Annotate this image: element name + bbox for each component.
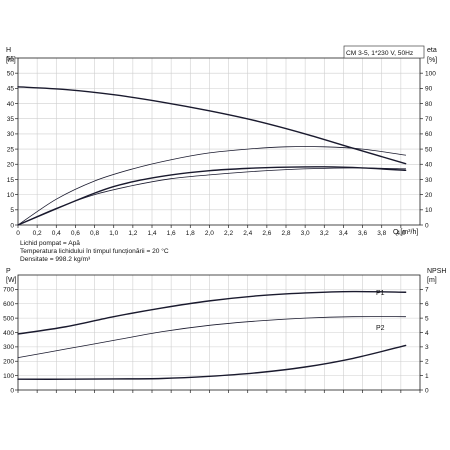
left-tick-label: 20 <box>7 162 15 169</box>
right-tick-label: 10 <box>425 207 433 214</box>
x-tick-label: 3,4 <box>339 230 348 237</box>
axis-titles: H [m] eta [%] Q [m³/h] P [W] NPSH [m] <box>6 47 446 284</box>
left-tick-label: 100 <box>3 373 14 380</box>
power-npsh-chart: 0 100 200 300 400 500 600 700 0 1 2 3 4 5 6 7 <box>3 274 429 394</box>
x-tick-label: 3,0 <box>301 230 310 237</box>
right-tick-label: 80 <box>425 101 433 108</box>
left-tick-label: 0 <box>10 222 14 229</box>
series-line-0-2 <box>17 166 407 226</box>
fluid-line-2: Temperatura lichidului în timpul funcțio… <box>20 247 169 255</box>
top-right-axis-title: eta <box>427 47 437 54</box>
left-tick-label: 30 <box>7 131 15 138</box>
x-tick-label: 4,0 <box>396 230 405 237</box>
series-line-1-2 <box>17 344 407 380</box>
series-label-p2: P2 <box>376 325 385 332</box>
x-tick-label: 1,2 <box>128 230 137 237</box>
series-labels: P1 P2 <box>376 290 385 332</box>
x-tick-label: 2,0 <box>205 230 214 237</box>
x-tick-label: 3,8 <box>377 230 386 237</box>
left-tick-label: 700 <box>3 287 14 294</box>
fluid-info: Lichid pompat = Apă Temperatura lichidul… <box>20 240 169 263</box>
right-tick-label: 2 <box>425 359 429 366</box>
right-tick-label: 5 <box>425 315 429 322</box>
x-tick-label: 0,6 <box>71 230 80 237</box>
bottom-right-axis-unit: [m] <box>427 277 437 284</box>
right-tick-label: 3 <box>425 344 429 351</box>
right-tick-label: 6 <box>425 301 429 308</box>
x-tick-label: 0,2 <box>33 230 42 237</box>
left-tick-label: 5 <box>10 207 14 214</box>
left-tick-label: 35 <box>7 116 15 123</box>
x-tick-label: 1,6 <box>167 230 176 237</box>
left-tick-label: 300 <box>3 344 14 351</box>
x-tick-label: 3,6 <box>358 230 367 237</box>
right-tick-label: 20 <box>425 192 433 199</box>
top-x-axis-title: Q [m³/h] <box>393 229 418 236</box>
right-tick-label: 100 <box>425 70 436 77</box>
series-line-1-0 <box>17 290 407 335</box>
fluid-line-3: Densitate = 998.2 kg/m³ <box>20 256 91 263</box>
left-tick-label: 10 <box>7 192 15 199</box>
series-label-p1: P1 <box>376 290 385 297</box>
top-left-axis-unit: [m] <box>6 57 16 64</box>
right-tick-label: 50 <box>425 146 433 153</box>
left-tick-label: 45 <box>7 86 15 93</box>
right-tick-label: 1 <box>425 373 429 380</box>
x-tick-label: 1,4 <box>147 230 156 237</box>
left-tick-label: 500 <box>3 315 14 322</box>
fluid-line-1: Lichid pompat = Apă <box>20 240 80 247</box>
right-tick-label: 0 <box>425 387 429 394</box>
right-tick-label: 7 <box>425 287 429 294</box>
bottom-left-axis-unit: [W] <box>6 277 17 284</box>
x-tick-label: 2,6 <box>262 230 271 237</box>
model-label-frame <box>343 45 425 59</box>
bottom-right-axis-title: NPSH <box>427 268 446 275</box>
series-line-0-1 <box>17 146 407 226</box>
x-tick-label: 2,2 <box>224 230 233 237</box>
left-tick-label: 55 <box>7 55 15 62</box>
x-tick-label: 1,8 <box>186 230 195 237</box>
right-tick-label: 40 <box>425 162 433 169</box>
left-tick-label: 200 <box>3 359 14 366</box>
right-tick-label: 70 <box>425 116 433 123</box>
series-line-1-1 <box>17 316 407 359</box>
top-right-axis-unit: [%] <box>427 57 437 64</box>
right-tick-label: 4 <box>425 330 429 337</box>
left-tick-label: 25 <box>7 146 15 153</box>
top-left-axis-title: H <box>6 47 11 54</box>
left-tick-label: 15 <box>7 177 15 184</box>
model-label: CM 3-5, 1*230 V, 50Hz <box>346 50 413 57</box>
x-tick-label: 0 <box>16 230 20 237</box>
left-tick-label: 600 <box>3 301 14 308</box>
series-line-0-3 <box>17 167 407 226</box>
x-tick-label: 3,2 <box>320 230 329 237</box>
series-line-0-0 <box>17 86 407 165</box>
head-efficiency-chart: 0 5 10 15 20 25 30 35 40 45 50 55 0 10 20 30 40 50 60 70 80 9… <box>7 55 436 237</box>
x-tick-label: 0,8 <box>90 230 99 237</box>
right-tick-label: 30 <box>425 177 433 184</box>
right-tick-label: 90 <box>425 86 433 93</box>
bottom-left-axis-title: P <box>6 268 11 275</box>
right-tick-label: 60 <box>425 131 433 138</box>
x-tick-label: 2,4 <box>243 230 252 237</box>
right-tick-label: 0 <box>425 222 429 229</box>
left-tick-label: 50 <box>7 70 15 77</box>
x-tick-label: 0,4 <box>52 230 61 237</box>
left-tick-label: 0 <box>10 387 14 394</box>
left-tick-label: 40 <box>7 101 15 108</box>
plot-frame <box>17 57 421 226</box>
model-label-box: CM 3-5, 1*230 V, 50Hz <box>343 45 425 59</box>
x-tick-label: 1,0 <box>109 230 118 237</box>
x-tick-label: 2,8 <box>281 230 290 237</box>
left-tick-label: 400 <box>3 330 14 337</box>
